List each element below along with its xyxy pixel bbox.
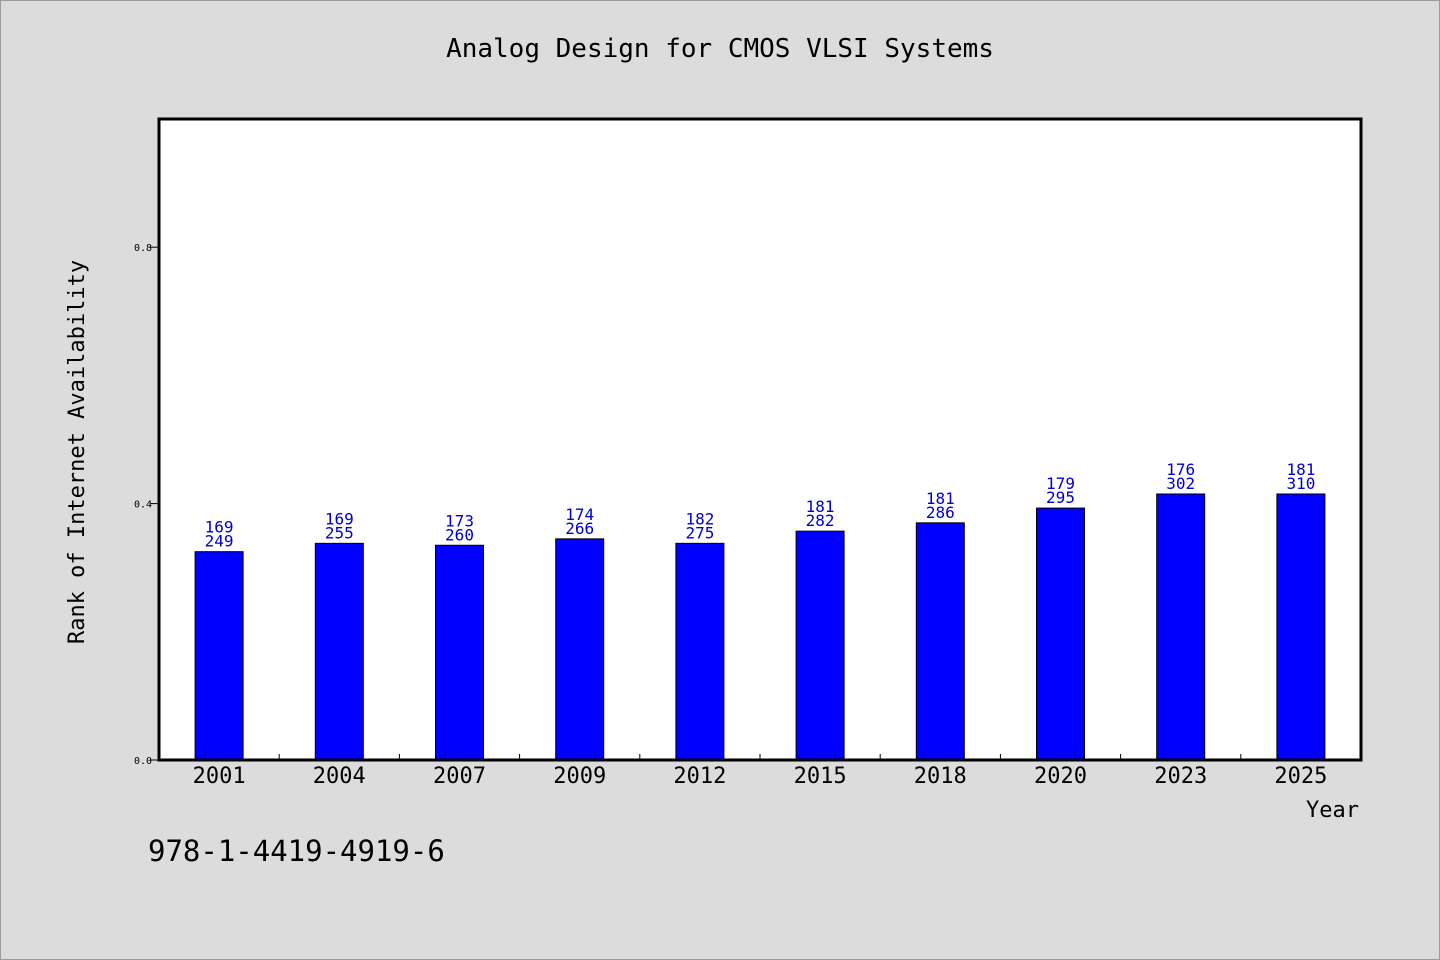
isbn-label: 978-1-4419-4919-6: [148, 834, 445, 868]
bar: [915, 522, 965, 761]
bar-label-top: 176: [1166, 460, 1195, 479]
bar-label-bottom: 249: [205, 532, 234, 551]
x-tick-label: 2001: [193, 764, 246, 789]
bar-label-top: 173: [445, 511, 474, 530]
y-axis-label: Rank of Internet Availability: [65, 260, 90, 644]
bar: [1156, 493, 1206, 761]
x-tick-label: 2025: [1274, 764, 1327, 789]
bar-label-bottom: 286: [926, 503, 955, 522]
x-tick-label: 2020: [1034, 764, 1087, 789]
x-tick-label: 2012: [673, 764, 726, 789]
y-tick-label: 0.0: [134, 756, 152, 767]
bar: [1276, 493, 1326, 761]
bar-label-top: 169: [205, 518, 234, 537]
bar-label-top: 181: [926, 489, 955, 508]
x-tick-label: 2018: [914, 764, 967, 789]
bar: [555, 538, 605, 761]
bar-label-bottom: 302: [1166, 474, 1195, 493]
bar-label-top: 174: [565, 505, 594, 524]
y-tick-label: 0.4: [134, 500, 152, 511]
x-tick-label: 2007: [433, 764, 486, 789]
bar-label-top: 179: [1046, 474, 1075, 493]
bar: [435, 544, 484, 761]
bar-label-bottom: 266: [565, 519, 594, 538]
bar-label-top: 169: [325, 509, 354, 528]
bar: [314, 542, 364, 761]
bar-label-bottom: 310: [1286, 474, 1315, 493]
x-tick-label: 2023: [1154, 764, 1207, 789]
x-tick-label: 2004: [313, 764, 366, 789]
bar: [675, 542, 725, 761]
bar-label-bottom: 255: [325, 523, 354, 542]
bar-label-bottom: 295: [1046, 488, 1075, 507]
y-tick-label: 0.8: [134, 243, 152, 254]
bar-label-top: 181: [1286, 460, 1315, 479]
bar-label-top: 182: [685, 509, 714, 528]
chart-title: Analog Design for CMOS VLSI Systems: [446, 34, 994, 64]
bar: [194, 551, 244, 761]
bar-label-bottom: 282: [806, 511, 835, 530]
x-axis-label: Year: [1306, 798, 1359, 823]
bar: [1036, 507, 1085, 761]
bar-label-top: 181: [806, 497, 835, 516]
bar: [795, 530, 845, 761]
bar-label-bottom: 260: [445, 525, 474, 544]
plot-border: [157, 117, 1363, 762]
bar-label-bottom: 275: [685, 523, 714, 542]
x-tick-label: 2015: [794, 764, 847, 789]
x-tick-label: 2009: [553, 764, 606, 789]
